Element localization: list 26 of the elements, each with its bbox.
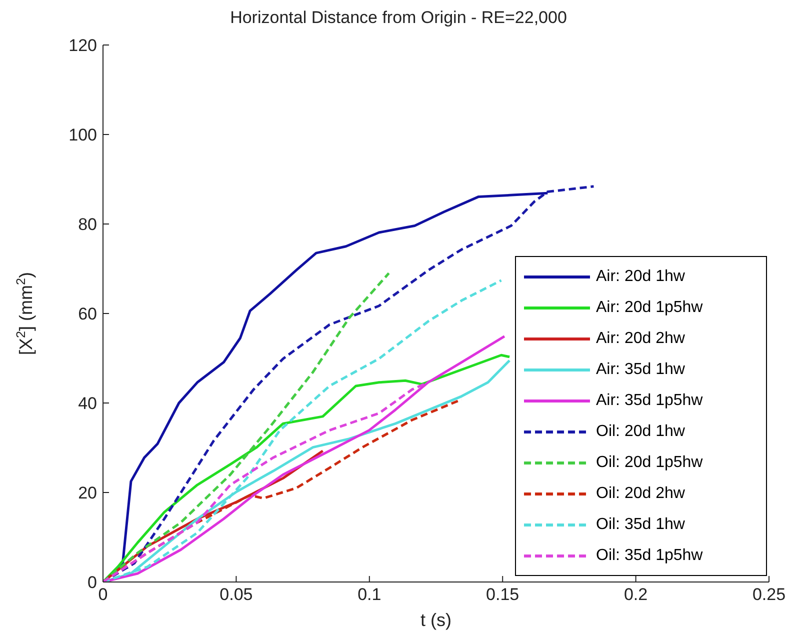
y-tick-label: 60 <box>78 304 97 324</box>
line-series <box>103 381 430 582</box>
x-tick-label: 0.1 <box>358 585 382 604</box>
line-series <box>103 272 390 582</box>
legend-label: Oil: 20d 1p5hw <box>596 454 703 472</box>
x-tick-label: 0.15 <box>486 585 520 604</box>
legend-label: Oil: 20d 2hw <box>596 484 685 502</box>
legend-label: Air: 35d 1p5hw <box>596 392 703 410</box>
y-tick-label: 80 <box>78 215 97 234</box>
legend-label: Air: 20d 2hw <box>596 330 685 348</box>
legend-label: Air: 35d 1hw <box>596 360 685 378</box>
y-tick-label: 40 <box>78 394 97 414</box>
x-tick-label: 0.2 <box>624 585 648 604</box>
legend-label: Air: 20d 1p5hw <box>596 298 703 316</box>
legend-label: Air: 20d 1hw <box>596 268 685 286</box>
y-tick-label: 0 <box>88 573 97 592</box>
y-tick-label: 100 <box>68 126 97 145</box>
x-tick-label: 0.05 <box>220 585 253 604</box>
legend-label: Oil: 20d 1hw <box>596 422 685 440</box>
legend-label: Oil: 35d 1p5hw <box>596 546 703 564</box>
y-tick-label: 120 <box>68 36 97 56</box>
chart-title: Horizontal Distance from Origin - RE=22,000 <box>229 8 568 28</box>
y-tick-label: 20 <box>78 484 97 503</box>
x-tick-label: 0.25 <box>752 585 786 604</box>
x-axis-title: t (s) <box>420 610 452 630</box>
legend-label: Oil: 35d 1hw <box>596 516 685 534</box>
